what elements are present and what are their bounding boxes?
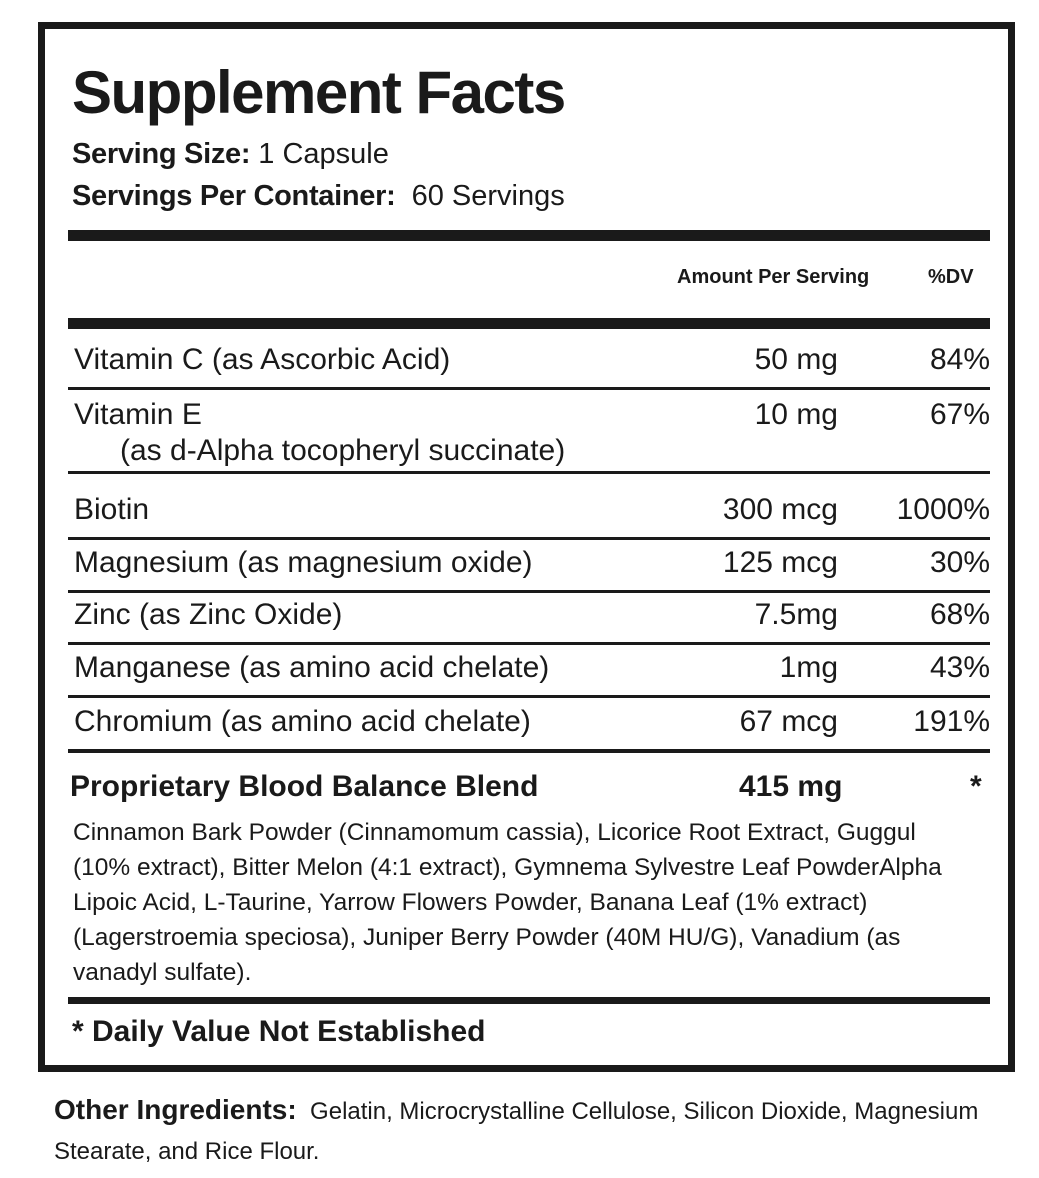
footnote: * Daily Value Not Established xyxy=(72,1015,486,1048)
serving-size-label: Serving Size: xyxy=(72,138,251,170)
row-divider xyxy=(68,749,990,753)
nutrient-name: Magnesium (as magnesium oxide) xyxy=(74,546,533,579)
nutrient-amount: 125 mcg xyxy=(722,546,838,579)
nutrient-name: Biotin xyxy=(74,493,150,526)
page-title: Supplement Facts xyxy=(72,59,566,126)
other-ingredients: Other Ingredients: Gelatin, Microcrystal… xyxy=(54,1090,1014,1172)
other-ingredients-label: Other Ingredients: xyxy=(54,1094,297,1125)
serving-size-value: 1 Capsule xyxy=(258,138,389,170)
supplement-facts-panel xyxy=(38,22,1015,1072)
serving-size: Serving Size: 1 Capsule xyxy=(72,138,389,171)
other-ingredients-value: Gelatin, Microcrystalline Cellulose, Sil… xyxy=(54,1098,979,1165)
blend-dv: * xyxy=(970,770,982,803)
nutrient-amount: 300 mcg xyxy=(722,493,838,526)
nutrient-dv: 43% xyxy=(929,651,990,684)
servings-per-container: Servings Per Container: 60 Servings xyxy=(72,180,565,213)
nutrient-dv: 191% xyxy=(913,705,990,738)
blend-ingredients: Cinnamon Bark Powder (Cinnamomum cassia)… xyxy=(73,819,942,986)
servings-value: 60 Servings xyxy=(411,180,565,212)
row-divider xyxy=(68,537,990,540)
row-divider xyxy=(68,387,990,390)
nutrient-amount: 1mg xyxy=(779,651,838,684)
nutrient-name: Manganese (as amino acid chelate) xyxy=(74,651,550,684)
row-divider xyxy=(68,471,990,474)
amount-header: Amount Per Serving xyxy=(677,266,870,288)
nutrient-dv: 30% xyxy=(929,546,990,579)
nutrient-name: Zinc (as Zinc Oxide) xyxy=(74,598,343,631)
nutrient-amount: 50 mg xyxy=(754,343,838,376)
divider-thick xyxy=(68,318,990,329)
divider-thick xyxy=(68,997,990,1004)
nutrient-dv: 84% xyxy=(929,343,990,376)
nutrient-amount: 10 mg xyxy=(754,398,838,431)
row-divider xyxy=(68,695,990,698)
nutrient-name: Chromium (as amino acid chelate) xyxy=(74,705,531,738)
nutrient-dv: 68% xyxy=(929,598,990,631)
nutrient-name: Vitamin E xyxy=(74,398,202,431)
nutrient-amount: 7.5mg xyxy=(754,598,838,631)
row-divider xyxy=(68,642,990,645)
blend-amount: 415 mg xyxy=(739,770,843,803)
nutrient-name: Vitamin C (as Ascorbic Acid) xyxy=(74,343,451,376)
nutrient-form: (as d-Alpha tocopheryl succinate) xyxy=(120,434,566,467)
blend-name: Proprietary Blood Balance Blend xyxy=(70,770,539,803)
nutrient-amount: 67 mcg xyxy=(739,705,838,738)
nutrient-dv: 1000% xyxy=(896,493,990,526)
divider-thick xyxy=(68,230,990,241)
row-divider xyxy=(68,590,990,593)
servings-label: Servings Per Container: xyxy=(72,180,396,212)
nutrient-dv: 67% xyxy=(929,398,990,431)
dv-header: %DV xyxy=(928,266,974,288)
